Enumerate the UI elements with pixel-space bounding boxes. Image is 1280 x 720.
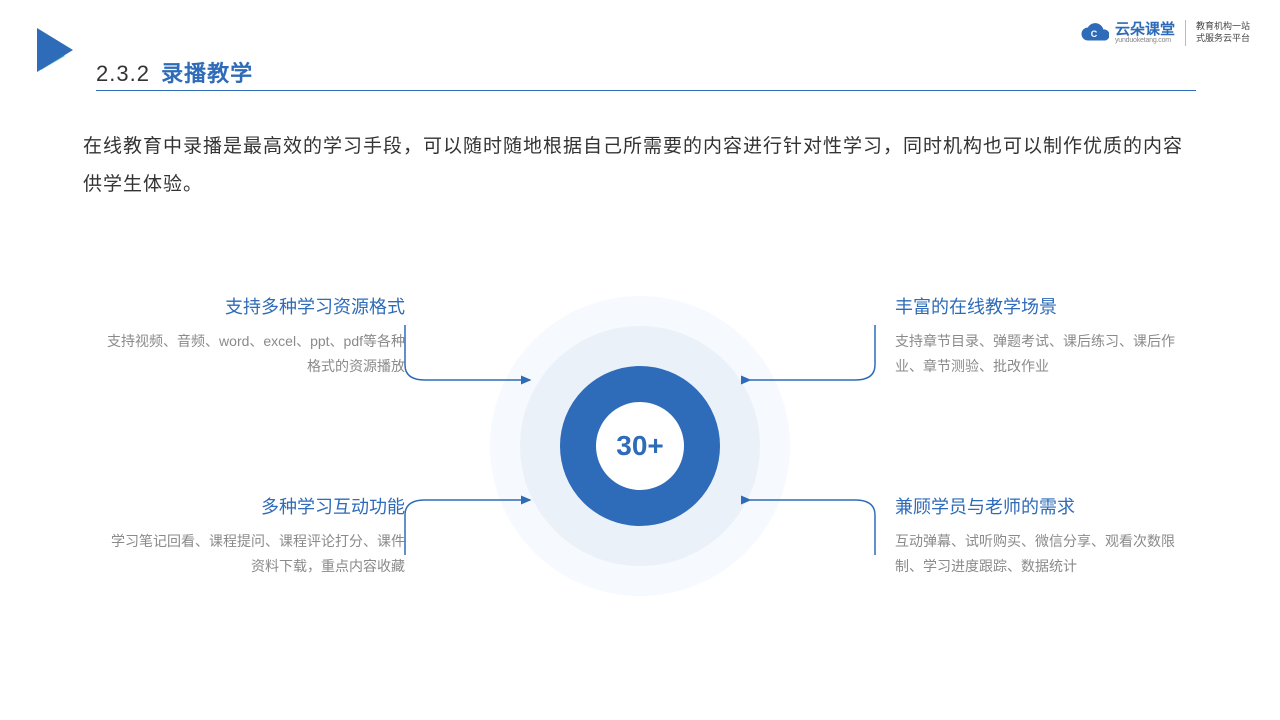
ring: 30+ [560, 366, 720, 526]
center-value: 30+ [616, 430, 664, 462]
feature-desc: 支持章节目录、弹题考试、课后练习、课后作业、章节测验、批改作业 [895, 329, 1195, 379]
section-title-text: 录播教学 [161, 61, 253, 86]
feature-desc: 互动弹幕、试听购买、微信分享、观看次数限制、学习进度跟踪、数据统计 [895, 529, 1195, 579]
feature-title: 兼顾学员与老师的需求 [895, 493, 1195, 519]
logo-cn: 云朵课堂 [1115, 22, 1175, 37]
section-bullet-icon [35, 28, 75, 76]
intro-paragraph: 在线教育中录播是最高效的学习手段，可以随时随地根据自己所需要的内容进行针对性学习… [83, 128, 1193, 204]
feature-title: 丰富的在线教学场景 [895, 293, 1195, 319]
feature-bottom-left: 多种学习互动功能 学习笔记回看、课程提问、课程评论打分、课件资料下载，重点内容收… [105, 493, 405, 579]
feature-top-left: 支持多种学习资源格式 支持视频、音频、word、excel、ppt、pdf等各种… [105, 293, 405, 379]
logo-tag-line1: 教育机构一站 [1196, 21, 1250, 33]
center-circle: 30+ [490, 296, 790, 596]
feature-desc: 学习笔记回看、课程提问、课程评论打分、课件资料下载，重点内容收藏 [105, 529, 405, 579]
feature-desc: 支持视频、音频、word、excel、ppt、pdf等各种格式的资源播放 [105, 329, 405, 379]
logo-tagline: 教育机构一站 式服务云平台 [1196, 21, 1250, 44]
feature-top-right: 丰富的在线教学场景 支持章节目录、弹题考试、课后练习、课后作业、章节测验、批改作… [895, 293, 1195, 379]
feature-bottom-right: 兼顾学员与老师的需求 互动弹幕、试听购买、微信分享、观看次数限制、学习进度跟踪、… [895, 493, 1195, 579]
title-underline [96, 90, 1196, 91]
section-number: 2.3.2 [96, 61, 150, 86]
feature-title: 多种学习互动功能 [105, 493, 405, 519]
logo-text: 云朵课堂 yunduoketang.com [1115, 22, 1175, 44]
logo-en: yunduoketang.com [1115, 37, 1175, 44]
svg-text:C: C [1091, 29, 1098, 39]
cloud-icon: C [1079, 22, 1109, 44]
feature-title: 支持多种学习资源格式 [105, 293, 405, 319]
logo-divider [1185, 20, 1186, 46]
brand-logo: C 云朵课堂 yunduoketang.com 教育机构一站 式服务云平台 [1079, 20, 1250, 46]
logo-tag-line2: 式服务云平台 [1196, 33, 1250, 45]
section-title: 2.3.2 录播教学 [96, 56, 253, 88]
